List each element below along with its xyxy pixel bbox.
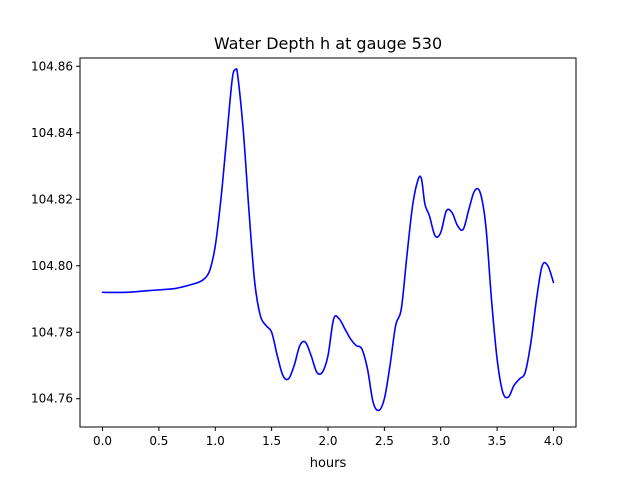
series-layer: [101, 67, 555, 412]
x-tick-label: 3.5: [488, 434, 507, 448]
y-axis-ticks: 104.76 104.78 104.80 104.82 104.84 104.86: [31, 59, 80, 406]
x-tick-label: 1.0: [206, 434, 225, 448]
x-tick-label: 0.5: [149, 434, 168, 448]
x-tick-label: 4.0: [544, 434, 563, 448]
x-tick-label: 0.0: [93, 434, 112, 448]
axes-frame: [79, 57, 577, 428]
y-tick-label: 104.80: [31, 259, 73, 273]
x-tick-label: 2.5: [375, 434, 394, 448]
y-tick-label: 104.86: [31, 59, 73, 73]
x-tick-label: 3.0: [431, 434, 450, 448]
y-tick-label: 104.78: [31, 325, 73, 339]
y-tick-label: 104.82: [31, 192, 73, 206]
plot-area: [80, 58, 576, 427]
x-tick-label: 1.5: [262, 434, 281, 448]
x-axis-label: hours: [310, 456, 347, 471]
y-tick-label: 104.76: [31, 392, 73, 406]
x-axis-ticks: 0.0 0.5 1.0 1.5 2.0 2.5 3.0 3.5 4.0: [93, 427, 563, 448]
x-tick-label: 2.0: [318, 434, 337, 448]
series-line-0: [101, 67, 555, 412]
y-tick-label: 104.84: [31, 126, 73, 140]
chart-title: Water Depth h at gauge 530: [214, 34, 442, 53]
